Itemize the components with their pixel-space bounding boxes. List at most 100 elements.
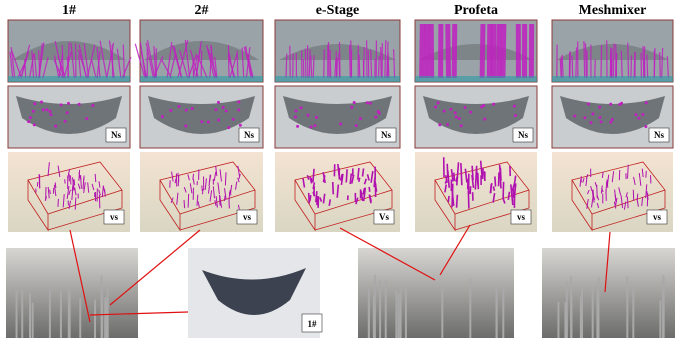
tag-box: [648, 127, 670, 143]
support-point: [217, 118, 221, 122]
support-point: [39, 100, 43, 104]
support-line: [108, 40, 115, 79]
volume-support: [606, 174, 610, 186]
support-line: [90, 58, 97, 79]
volume-support: [238, 174, 241, 179]
support-point: [377, 111, 381, 115]
volume-support: [641, 168, 644, 178]
volume-support: [360, 190, 364, 202]
support-line: [310, 55, 313, 79]
support-point: [589, 121, 593, 125]
support-line: [329, 49, 332, 79]
volume-support: [67, 168, 71, 179]
volume-support: [98, 189, 101, 196]
volume-support: [481, 168, 484, 180]
support-point: [296, 124, 300, 128]
volume-support: [596, 194, 600, 201]
support-line: [227, 45, 230, 79]
volume-support: [219, 169, 222, 182]
support-line: [327, 42, 330, 79]
support-point: [200, 120, 204, 124]
volume-support: [80, 175, 82, 189]
support-line: [362, 46, 365, 79]
support-line: [630, 55, 633, 79]
support-line: [350, 40, 353, 79]
volume-support: [82, 175, 85, 182]
volume-support: [582, 177, 585, 183]
tag-box: [512, 127, 534, 143]
ns-label: Ns: [381, 130, 391, 140]
volume-support: [586, 198, 589, 209]
support-point: [446, 123, 450, 127]
volume-support: [176, 192, 179, 205]
volume-support: [368, 186, 371, 192]
volume-support: [201, 189, 204, 195]
support-point: [463, 105, 467, 109]
volume-support: [66, 185, 70, 199]
support-point: [483, 117, 487, 121]
column-label: 2#: [195, 3, 209, 18]
ns-label: Ns: [111, 130, 121, 140]
volume-support: [444, 184, 447, 193]
support-point: [644, 101, 648, 105]
support-point: [434, 105, 438, 109]
volume-support: [494, 176, 497, 187]
support-line: [609, 47, 612, 79]
volume-support: [590, 185, 593, 191]
volume-support: [511, 184, 515, 192]
support-point: [49, 113, 53, 117]
volume-support: [596, 202, 600, 209]
support-line: [57, 55, 67, 79]
volume-support: [73, 179, 76, 186]
volume-support: [636, 193, 639, 201]
volume-support: [455, 176, 458, 182]
volume-support: [626, 196, 629, 209]
support-line: [496, 23, 502, 79]
support-line: [584, 43, 588, 79]
volume-support: [68, 200, 72, 209]
support-line: [99, 40, 108, 79]
support-point: [459, 124, 463, 128]
connector: [89, 311, 189, 316]
support-point: [492, 102, 496, 106]
volume-support: [171, 171, 174, 182]
support-point: [67, 101, 71, 105]
support-point: [313, 124, 317, 128]
volume-support: [601, 171, 604, 179]
volume-support: [219, 195, 223, 208]
volume-support: [585, 175, 588, 187]
support-point: [583, 116, 587, 120]
bounding-box: [571, 161, 666, 232]
support-point: [436, 101, 440, 105]
support-point: [641, 113, 645, 117]
volume-support: [207, 185, 211, 194]
support-point: [365, 101, 369, 105]
support-line: [312, 55, 315, 79]
volume-support: [355, 197, 359, 205]
support-point: [299, 106, 303, 110]
volume-support: [78, 169, 81, 181]
column-label: 1#: [62, 3, 76, 18]
support-line: [244, 45, 252, 79]
support-point: [184, 124, 188, 128]
volume-support: [213, 171, 217, 182]
volume-support: [638, 172, 642, 186]
support-line: [121, 56, 132, 79]
volume-support: [77, 183, 81, 190]
support-point: [513, 113, 517, 117]
volume-support: [349, 173, 353, 185]
volume-support: [224, 172, 227, 186]
volume-support: [217, 182, 220, 195]
support-point: [184, 108, 188, 112]
volume-support: [215, 195, 218, 208]
support-line: [285, 53, 288, 79]
support-point: [438, 123, 442, 127]
volume-support: [623, 201, 627, 210]
volume-support: [464, 168, 468, 183]
volume-support: [196, 194, 199, 206]
column-label: Meshmixer: [579, 3, 647, 18]
support-point: [214, 108, 218, 112]
support-point: [374, 115, 378, 119]
volume-support: [370, 170, 374, 183]
support-point: [352, 101, 356, 105]
